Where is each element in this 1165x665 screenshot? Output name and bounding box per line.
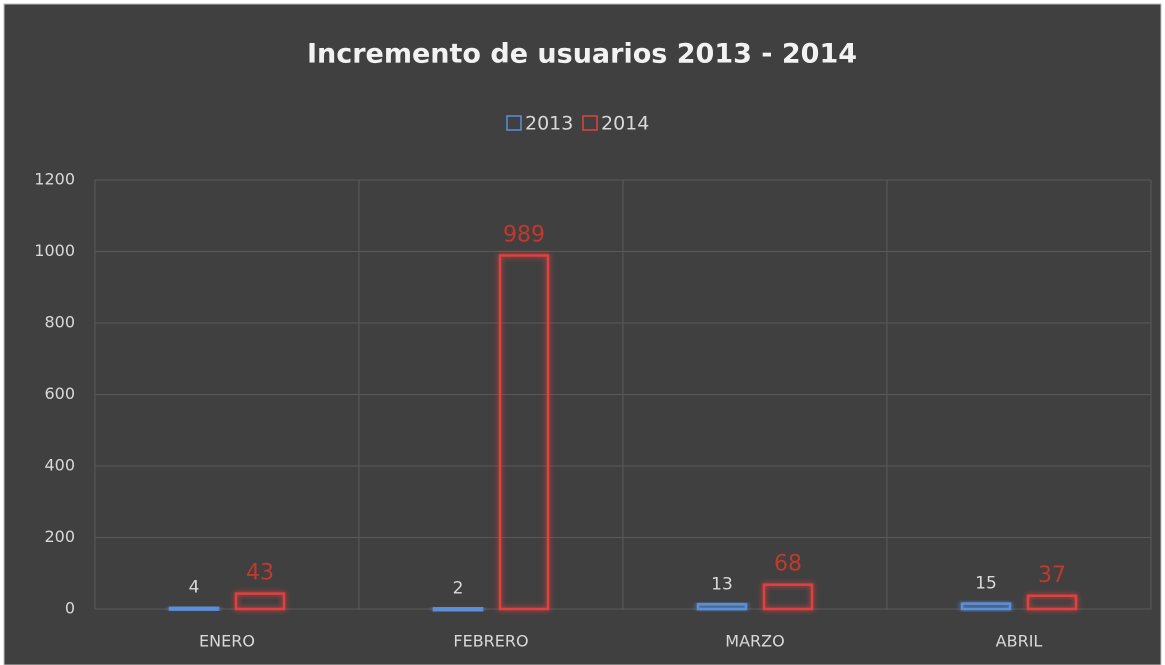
x-tick-label: FEBRERO (453, 632, 528, 651)
data-label: 43 (246, 561, 274, 586)
data-label: 15 (975, 574, 997, 594)
y-tick-label: 400 (44, 456, 75, 475)
x-tick-label: ENERO (199, 632, 255, 651)
y-tick-label: 0 (65, 599, 75, 618)
data-label: 68 (774, 552, 802, 577)
y-tick-label: 200 (44, 527, 75, 546)
bar (696, 603, 748, 611)
bar (498, 254, 550, 611)
bar (432, 607, 484, 612)
x-tick-label: MARZO (725, 632, 784, 651)
chart-title: Incremento de usuarios 2013 - 2014 (307, 39, 857, 70)
bar (960, 602, 1012, 611)
legend-label: 2013 (525, 113, 573, 135)
chart-background (3, 3, 1162, 665)
y-tick-label: 1200 (34, 170, 75, 189)
legend-swatch (582, 115, 598, 131)
legend-label: 2014 (601, 113, 649, 135)
bar (234, 592, 286, 611)
legend-swatch (506, 115, 522, 131)
data-label: 2 (453, 578, 464, 598)
y-tick-label: 800 (44, 313, 75, 332)
x-tick-label: ABRIL (996, 632, 1043, 651)
data-label: 4 (189, 578, 200, 598)
data-label: 989 (503, 222, 545, 247)
bar (168, 606, 220, 611)
bar (762, 583, 814, 611)
y-tick-label: 600 (44, 384, 75, 403)
y-tick-label: 1000 (34, 241, 75, 260)
data-label: 13 (711, 574, 733, 594)
bar (1026, 594, 1078, 611)
data-label: 37 (1038, 563, 1066, 588)
